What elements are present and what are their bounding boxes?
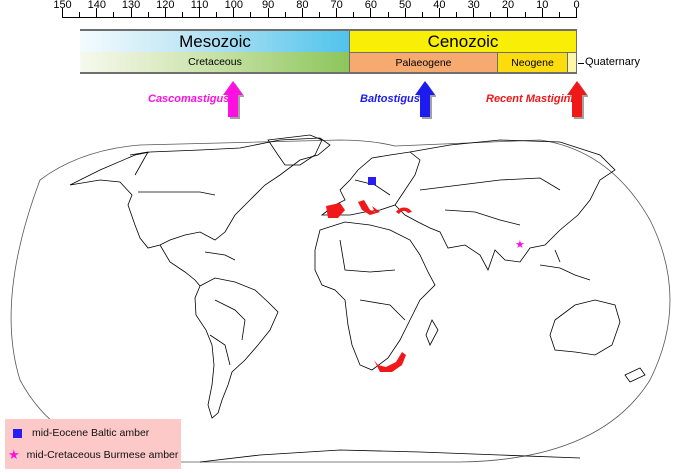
axis-tick-minor — [181, 12, 183, 18]
period-cretaceous: Cretaceous — [80, 52, 350, 74]
axis-tick-label: 90 — [261, 0, 275, 11]
axis-tick-label: 150 — [53, 0, 72, 11]
era-mesozoic: Mesozoic — [80, 29, 350, 53]
axis-tick-minor — [421, 12, 423, 18]
period-label: Cretaceous — [188, 56, 242, 68]
square-icon — [13, 428, 22, 438]
axis-tick-minor — [250, 12, 252, 18]
period-palaeogene: Palaeogene — [349, 52, 498, 74]
region-iberia — [326, 203, 345, 218]
axis-tick-minor — [319, 12, 320, 18]
axis-tick-minor — [524, 12, 526, 18]
burmese-amber-site-icon: ★ — [515, 238, 525, 251]
arrow-up-icon — [223, 81, 244, 119]
axis-tick-minor — [79, 12, 81, 18]
axis-tick-label: 110 — [190, 0, 209, 11]
star-icon: ★ — [8, 447, 20, 462]
axis-tick-major — [507, 8, 509, 18]
axis-tick-major — [62, 8, 63, 18]
axis-tick-minor — [456, 12, 458, 18]
period-label: Neogene — [511, 56, 554, 69]
axis-tick-label: 120 — [156, 0, 175, 11]
period-neogene: Neogene — [497, 52, 568, 74]
marker-label-recent-mastigini: Recent Mastigini — [486, 93, 574, 105]
axis-tick-label: 100 — [224, 0, 244, 11]
axis-tick-minor — [558, 12, 560, 18]
axis-tick-minor — [387, 12, 389, 18]
axis-tick-label: 70 — [330, 0, 343, 11]
quaternary-leader-line — [578, 63, 584, 64]
era-cenozoic: Cenozoic — [349, 29, 577, 53]
axis-tick-label: 10 — [536, 0, 549, 11]
arrow-up-icon — [567, 81, 588, 119]
axis-tick-minor — [216, 12, 218, 18]
axis-tick-label: 140 — [87, 0, 106, 11]
axis-tick-major — [96, 8, 98, 18]
axis-tick-major — [576, 8, 577, 18]
period-quaternary — [567, 52, 577, 74]
baltic-amber-site-icon — [368, 177, 376, 185]
region-anatolia — [396, 207, 412, 214]
quaternary-label: Quaternary — [585, 56, 641, 68]
legend-item-baltic: mid-Eocene Baltic amber — [13, 427, 149, 439]
axis-tick-label: 0 — [573, 0, 580, 11]
axis-tick-major — [164, 8, 166, 18]
legend-label: mid-Cretaceous Burmese amber — [26, 448, 179, 461]
axis-tick-label: 60 — [364, 0, 378, 11]
map-outline — [10, 139, 671, 463]
axis-tick-minor — [353, 12, 355, 18]
arrow-up-icon — [415, 81, 436, 119]
axis-tick-major — [199, 8, 201, 18]
axis-tick-minor — [147, 12, 149, 18]
axis-tick-major — [301, 8, 303, 18]
axis-tick-major — [404, 8, 406, 18]
axis-tick-major — [473, 8, 475, 18]
region-italy-balkans — [358, 200, 380, 215]
axis-tick-label: 80 — [296, 0, 309, 11]
distribution-regions — [326, 200, 412, 372]
axis-tick-label: 30 — [467, 0, 480, 11]
axis-tick-major — [541, 8, 543, 18]
continent-outlines — [69, 134, 646, 463]
axis-tick-major — [370, 8, 372, 18]
axis-tick-major — [130, 8, 132, 18]
marker-label-baltostigus: Baltostigus — [360, 93, 420, 105]
legend-item-burmese: ★ mid-Cretaceous Burmese amber — [8, 448, 178, 461]
axis-tick-major — [267, 8, 269, 18]
axis-tick-minor — [284, 12, 286, 18]
era-label: Mesozoic — [179, 31, 251, 51]
axis-tick-major — [336, 8, 338, 18]
axis-tick-major — [233, 8, 235, 18]
era-label: Cenozoic — [427, 31, 499, 51]
axis-tick-label: 130 — [121, 0, 141, 11]
legend-label: mid-Eocene Baltic amber — [32, 427, 150, 439]
axis-tick-minor — [490, 12, 492, 18]
axis-tick-minor — [113, 12, 115, 18]
axis-tick-major — [438, 8, 440, 18]
axis-tick-label: 50 — [399, 0, 412, 11]
world-map: ★ — [10, 134, 671, 463]
axis-tick-label: 20 — [501, 0, 515, 11]
period-label: Palaeogene — [395, 56, 452, 69]
axis-tick-label: 40 — [433, 0, 446, 11]
region-south-africa — [374, 352, 406, 372]
map-legend: mid-Eocene Baltic amber ★ mid-Cretaceous… — [5, 419, 181, 469]
marker-label-cascomastigus: Cascomastigus — [148, 93, 230, 105]
